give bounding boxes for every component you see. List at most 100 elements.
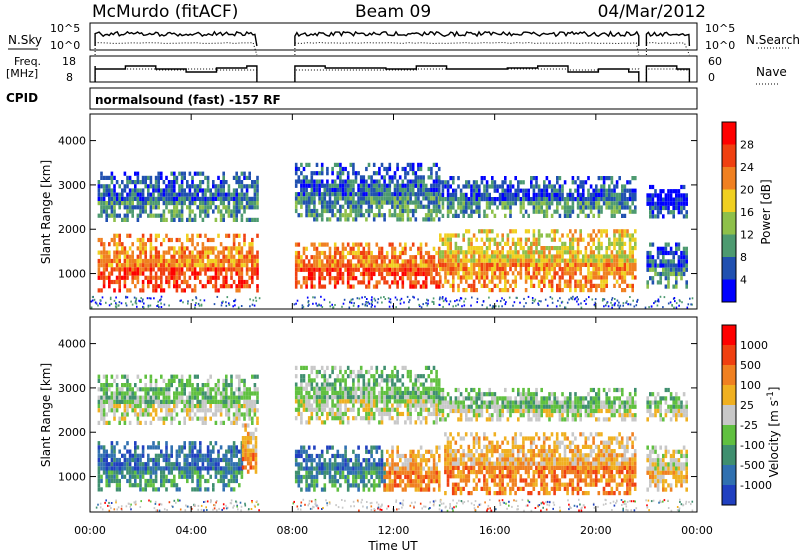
echo-cell: [415, 196, 418, 200]
echo-cell: [462, 233, 465, 237]
echo-cell: [126, 466, 129, 470]
echo-cell: [389, 175, 392, 179]
echo-cell: [298, 467, 301, 471]
ground-scatter-point: [195, 296, 197, 298]
echo-cell: [100, 209, 103, 213]
echo-cell: [305, 454, 308, 458]
echo-cell: [228, 445, 231, 449]
echo-cell: [212, 462, 215, 466]
echo-cell: [616, 184, 619, 188]
echo-cell: [189, 188, 192, 192]
echo-cell: [433, 188, 436, 192]
echo-cell: [417, 272, 420, 276]
echo-cell: [512, 184, 515, 188]
echo-cell: [326, 180, 329, 184]
echo-cell: [183, 201, 186, 205]
ground-scatter-point: [118, 304, 120, 306]
echo-cell: [449, 210, 452, 214]
echo-cell: [150, 193, 153, 197]
echo-cell: [170, 383, 173, 387]
ground-scatter-point: [364, 296, 366, 298]
echo-cell: [230, 458, 233, 462]
echo-cell: [228, 479, 231, 483]
echo-cell: [473, 193, 476, 197]
echo-cell: [113, 188, 116, 192]
echo-cell: [678, 198, 681, 202]
echo-cell: [100, 238, 103, 242]
echo-cell: [590, 275, 593, 279]
echo-cell: [548, 184, 551, 188]
echo-cell: [344, 255, 347, 259]
echo-cell: [499, 271, 502, 275]
echo-cell: [478, 280, 481, 284]
echo-cell: [235, 471, 238, 475]
echo-cell: [598, 246, 601, 250]
echo-cell: [473, 288, 476, 292]
echo-cell: [399, 205, 402, 209]
echo-cell: [212, 197, 215, 201]
echo-cell: [509, 210, 512, 214]
echo-cell: [100, 475, 103, 479]
echo-cell: [225, 475, 228, 479]
echo-cell: [680, 259, 683, 263]
echo-cell: [250, 453, 253, 457]
echo-cell: [173, 176, 176, 180]
echo-cell: [126, 396, 129, 400]
echo-cell: [144, 259, 147, 263]
velocity-echo-cells: [98, 366, 688, 495]
echo-cell: [215, 387, 218, 391]
echo-cell: [468, 259, 471, 263]
echo-cell: [124, 458, 127, 462]
echo-cell: [430, 217, 433, 221]
echo-cell: [600, 193, 603, 197]
ground-scatter-point: [489, 304, 491, 306]
echo-cell: [247, 470, 250, 474]
echo-cell: [255, 428, 258, 432]
echo-cell: [298, 251, 301, 255]
echo-cell: [228, 251, 231, 255]
echo-cell: [311, 458, 314, 462]
echo-cell: [572, 193, 575, 197]
echo-cell: [378, 268, 381, 272]
echo-cell: [129, 475, 132, 479]
echo-cell: [409, 180, 412, 184]
echo-cell: [355, 268, 358, 272]
echo-cell: [527, 275, 530, 279]
echo-cell: [144, 408, 147, 412]
echo-cell: [352, 192, 355, 196]
echo-cell: [592, 214, 595, 218]
echo-cell: [603, 263, 606, 267]
echo-cell: [303, 450, 306, 454]
echo-cell: [152, 259, 155, 263]
echo-cell: [551, 259, 554, 263]
echo-cell: [455, 271, 458, 275]
echo-cell: [465, 201, 468, 205]
echo-cell: [183, 404, 186, 408]
echo-cell: [181, 246, 184, 250]
echo-cell: [126, 288, 129, 292]
echo-cell: [176, 263, 179, 267]
echo-cell: [243, 172, 246, 176]
echo-cell: [129, 450, 132, 454]
echo-cell: [204, 487, 207, 491]
echo-cell: [598, 197, 601, 201]
echo-cell: [241, 188, 244, 192]
echo-cell: [363, 247, 366, 251]
echo-cell: [404, 247, 407, 251]
echo-cell: [251, 280, 254, 284]
echo-cell: [178, 201, 181, 205]
echo-cell: [295, 479, 298, 483]
echo-cell: [108, 259, 111, 263]
echo-cell: [321, 201, 324, 205]
echo-cell: [235, 421, 238, 425]
echo-cell: [173, 184, 176, 188]
echo-cell: [199, 441, 202, 445]
echo-cell: [230, 375, 233, 379]
echo-cell: [157, 184, 160, 188]
ground-scatter-point: [408, 301, 410, 303]
echo-cell: [381, 259, 384, 263]
echo-cell: [373, 196, 376, 200]
echo-cell: [313, 184, 316, 188]
echo-cell: [98, 462, 101, 466]
echo-cell: [202, 209, 205, 213]
